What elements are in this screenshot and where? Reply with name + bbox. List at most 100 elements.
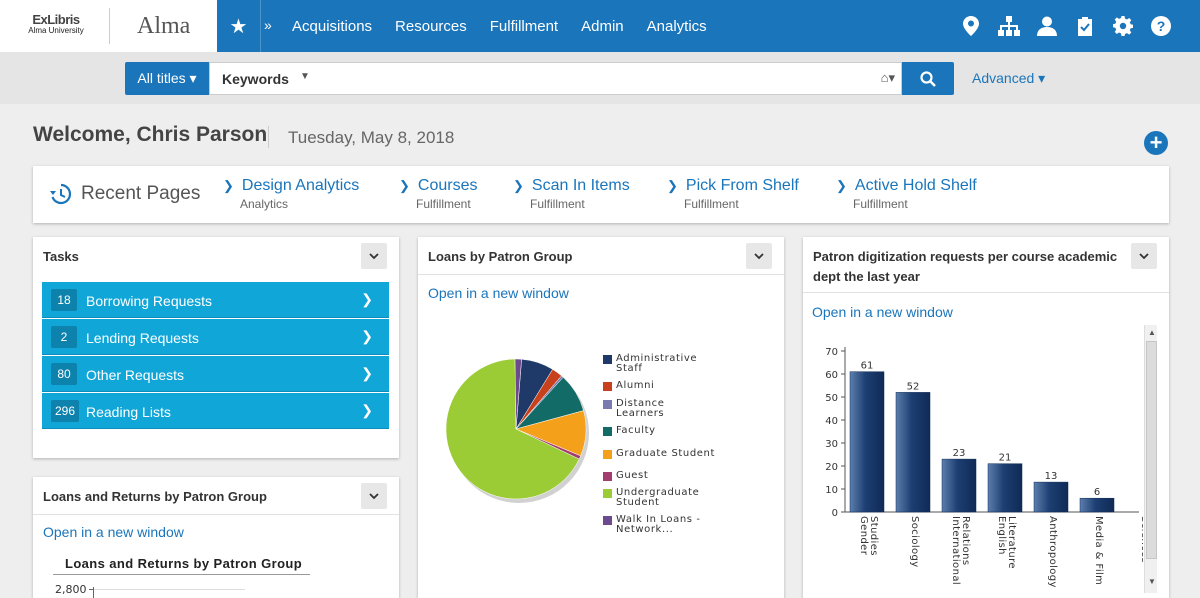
task-label: Other Requests — [86, 367, 185, 383]
recent-page-item[interactable]: ❯ Scan In Items Fulfillment — [513, 177, 630, 211]
task-lending-requests[interactable]: 2 Lending Requests ❯ — [42, 319, 389, 355]
task-reading-lists[interactable]: 296 Reading Lists ❯ — [42, 393, 389, 429]
clipboard-icon[interactable] — [1066, 14, 1104, 38]
recent-page-name[interactable]: Active Hold Shelf — [854, 177, 977, 194]
widget-header: Tasks — [33, 237, 399, 275]
legend-swatch — [603, 427, 612, 436]
scroll-up-icon[interactable]: ▲ — [1148, 328, 1156, 337]
nav-acquisitions[interactable]: Acquisitions — [292, 18, 373, 35]
legend-label: Walk In Loans - Network... — [616, 514, 701, 535]
recent-page-name[interactable]: Design Analytics — [241, 177, 360, 194]
search-scope-dropdown[interactable]: All titles ▾ — [125, 62, 209, 95]
logo-divider — [109, 8, 110, 44]
collapse-button[interactable] — [361, 483, 387, 509]
scrollbar-thumb[interactable] — [1146, 341, 1157, 559]
search-input[interactable]: Keywords ▼ ⌂▾ — [209, 62, 902, 95]
chevron-right-icon: ❯ — [361, 291, 373, 307]
exlibris-logo: ExLibris Alma University — [24, 13, 88, 36]
nav-fulfillment[interactable]: Fulfillment — [489, 18, 559, 35]
bar-value-label: 61 — [861, 361, 874, 372]
loans-returns-widget: Loans and Returns by Patron Group Open i… — [33, 477, 399, 598]
nav-analytics[interactable]: Analytics — [646, 18, 707, 35]
loans-patron-widget: Loans by Patron Group Open in a new wind… — [418, 237, 784, 598]
recent-pages-title: Recent Pages — [49, 183, 200, 205]
legend-swatch — [603, 489, 612, 498]
task-count-badge: 18 — [51, 289, 77, 311]
widget-title: Loans by Patron Group — [428, 249, 573, 264]
recent-page-item[interactable]: ❯ Design Analytics Analytics — [223, 177, 359, 211]
legend-item: Faculty — [603, 426, 656, 436]
open-new-window-link[interactable]: Open in a new window — [812, 304, 953, 320]
collapse-button[interactable] — [361, 243, 387, 269]
widget-title: Loans and Returns by Patron Group — [43, 489, 267, 504]
gear-icon[interactable] — [1104, 14, 1142, 38]
bar — [1079, 497, 1115, 513]
vertical-scrollbar[interactable]: ▲ ▼ — [1144, 325, 1157, 593]
chevron-right-icon: ❯ — [223, 178, 234, 193]
task-count-badge: 296 — [51, 400, 80, 422]
search-button[interactable] — [902, 62, 954, 95]
x-axis-tick-label: English — [996, 516, 1007, 555]
recent-page-item[interactable]: ❯ Pick From Shelf Fulfillment — [667, 177, 799, 211]
bar-value-label: 6 — [1094, 487, 1100, 498]
nav-resources[interactable]: Resources — [395, 18, 467, 35]
chevron-down-icon[interactable]: ▼ — [300, 71, 310, 82]
y-axis-tick-label: 60 — [825, 370, 838, 381]
legend-label: Faculty — [616, 425, 656, 436]
recent-page-name[interactable]: Courses — [417, 177, 478, 194]
collapse-button[interactable] — [746, 243, 772, 269]
search-bar: All titles ▾ Keywords ▼ ⌂▾ Advanced ▾ — [0, 52, 1200, 104]
collapse-button[interactable] — [1131, 243, 1157, 269]
logo-area[interactable]: ExLibris Alma University Alma — [0, 0, 217, 52]
legend-label: Distance Learners — [616, 398, 665, 419]
top-bar: ExLibris Alma University Alma ★ » Acquis… — [0, 0, 1200, 52]
y-axis-tick-label: 30 — [825, 439, 838, 450]
add-widget-button[interactable]: + — [1144, 131, 1168, 155]
task-borrowing-requests[interactable]: 18 Borrowing Requests ❯ — [42, 282, 389, 318]
org-chart-icon[interactable] — [990, 14, 1028, 38]
legend-item: Administrative Staff — [603, 354, 697, 374]
favorites-star-icon[interactable]: ★ — [217, 0, 261, 52]
pie-slice[interactable] — [445, 358, 580, 500]
scroll-down-icon[interactable]: ▼ — [1148, 577, 1156, 586]
widget-header: Loans by Patron Group — [418, 237, 784, 275]
chevron-right-icon: ❯ — [399, 178, 410, 193]
widget-header: Loans and Returns by Patron Group — [33, 477, 399, 515]
task-other-requests[interactable]: 80 Other Requests ❯ — [42, 356, 389, 392]
recent-page-item[interactable]: ❯ Courses Fulfillment — [399, 177, 477, 211]
bar-value-label: 52 — [907, 381, 920, 392]
location-icon[interactable] — [952, 14, 990, 38]
recent-page-name[interactable]: Scan In Items — [531, 177, 630, 194]
bar — [1033, 481, 1069, 513]
advanced-search-link[interactable]: Advanced ▾ — [972, 70, 1046, 86]
y-axis-tick-label: 50 — [825, 393, 838, 404]
legend-swatch — [603, 400, 612, 409]
help-icon[interactable]: ? — [1142, 14, 1180, 38]
search-field-selector[interactable]: Keywords — [222, 71, 289, 87]
welcome-divider — [268, 126, 269, 148]
pie-slice[interactable] — [514, 358, 522, 430]
expand-menu-icon[interactable]: » — [264, 17, 272, 33]
chevron-right-icon: ❯ — [667, 178, 678, 193]
task-count-badge: 80 — [51, 363, 77, 385]
pie-legend: Administrative Staff Alumni Distance Learner… — [603, 354, 778, 535]
user-icon[interactable] — [1028, 14, 1066, 38]
widget-title: Patron digitization requests per course … — [813, 249, 1118, 284]
bar-value-label: 23 — [953, 448, 966, 459]
recent-page-name[interactable]: Pick From Shelf — [685, 177, 799, 194]
recent-pages-label: Recent Pages — [81, 183, 201, 204]
recent-page-module: Analytics — [240, 197, 289, 211]
open-new-window-link[interactable]: Open in a new window — [43, 524, 184, 540]
nav-admin[interactable]: Admin — [581, 18, 624, 35]
legend-item: Alumni — [603, 381, 654, 391]
open-new-window-link[interactable]: Open in a new window — [428, 285, 569, 301]
legend-item: Undergraduate Student — [603, 488, 699, 508]
top-nav: Acquisitions Resources Fulfillment Admin… — [292, 18, 730, 35]
welcome-title: Welcome, Chris Parson — [33, 123, 268, 146]
recent-page-item[interactable]: ❯ Active Hold Shelf Fulfillment — [836, 177, 977, 211]
y-axis-tick-label: 2,800 — [55, 583, 87, 596]
legend-item: Distance Learners — [603, 399, 665, 419]
y-axis-tick — [89, 589, 94, 590]
logo-university: Alma University — [28, 26, 84, 35]
home-icon[interactable]: ⌂▾ — [880, 70, 895, 85]
